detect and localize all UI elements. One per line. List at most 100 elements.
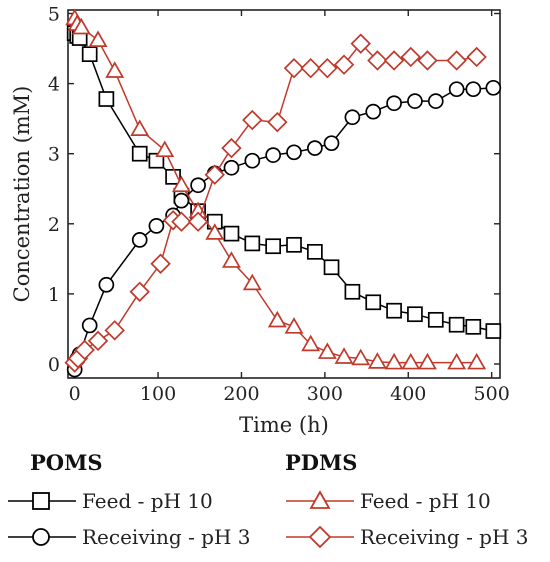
data-point-square — [244, 235, 261, 252]
data-point-circle — [286, 144, 302, 161]
x-axis-label: Time (h) — [239, 413, 329, 437]
data-point-square — [448, 316, 465, 333]
data-point-triangle — [105, 61, 125, 78]
legend-label-pdms-receiving: Receiving - pH 3 — [360, 525, 529, 549]
data-point-triangle — [384, 352, 404, 370]
data-point-diamond — [74, 339, 95, 361]
data-point-diamond — [300, 57, 321, 79]
data-point-circle — [223, 159, 240, 176]
data-point-square — [223, 225, 240, 242]
data-point-circle — [148, 218, 165, 234]
legend-swatch-circle-icon — [8, 528, 76, 546]
data-point-square — [485, 323, 502, 339]
data-point-triangle — [417, 352, 437, 370]
data-point-square — [265, 238, 282, 255]
data-point-triangle — [467, 352, 487, 370]
data-point-circle — [407, 93, 423, 109]
data-point-triangle — [447, 352, 467, 370]
plot-frame — [67, 9, 501, 379]
data-point-diamond — [187, 211, 209, 232]
data-point-triangle — [130, 119, 150, 137]
series-pdms-feed — [65, 8, 487, 370]
data-point-diamond — [283, 57, 305, 79]
data-point-circle — [173, 192, 190, 209]
data-point-square — [427, 311, 444, 328]
data-point-circle — [81, 317, 98, 334]
data-point-circle — [465, 81, 482, 98]
data-point-circle — [131, 232, 148, 248]
data-point-diamond — [129, 281, 150, 302]
data-point-circle — [265, 147, 282, 163]
data-point-circle — [307, 140, 323, 156]
data-point-circle — [448, 81, 465, 98]
data-point-diamond — [317, 57, 338, 79]
x-tick-label: 300 — [307, 383, 343, 405]
data-point-diamond — [466, 46, 487, 68]
data-point-square — [386, 302, 402, 319]
data-point-square — [407, 306, 423, 323]
data-point-square — [131, 145, 148, 162]
legend-swatch-square-icon — [8, 492, 76, 510]
data-point-diamond — [446, 50, 467, 71]
x-tick-label: 100 — [140, 383, 176, 405]
legend-item-poms-feed: Feed - pH 10 — [8, 484, 213, 518]
data-point-diamond — [400, 46, 421, 68]
data-point-diamond — [242, 109, 263, 131]
data-point-circle — [344, 109, 361, 126]
series-pdms-receiving — [64, 33, 487, 373]
data-point-square — [465, 318, 482, 335]
data-point-diamond — [367, 50, 388, 71]
x-tick-label: 0 — [69, 383, 81, 405]
legend-item-pdms-receiving: Receiving - pH 3 — [286, 520, 529, 554]
x-tick-label: 400 — [390, 383, 426, 405]
data-point-diamond — [104, 320, 125, 341]
data-point-diamond — [204, 164, 225, 185]
data-point-triangle — [351, 348, 371, 366]
data-point-square — [307, 243, 323, 260]
data-point-diamond — [383, 50, 405, 71]
data-point-diamond — [171, 211, 192, 232]
data-point-triangle — [221, 251, 241, 268]
data-point-diamond — [350, 33, 371, 54]
data-point-triangle — [284, 317, 304, 334]
data-point-diamond — [87, 330, 109, 352]
data-point-circle — [190, 177, 206, 194]
y-tick-label: 5 — [48, 4, 60, 26]
y-tick-label: 2 — [48, 214, 60, 236]
data-point-diamond — [221, 137, 242, 159]
data-point-diamond — [267, 111, 288, 133]
data-point-diamond — [417, 50, 438, 71]
data-point-circle — [485, 79, 502, 96]
axis-ticks: 0 100 200 300 400 500 0 1 2 3 4 5 — [48, 4, 510, 405]
data-point-diamond — [150, 253, 171, 274]
data-point-square — [81, 46, 98, 63]
y-tick-label: 1 — [48, 284, 60, 306]
y-tick-label: 0 — [48, 354, 60, 376]
data-point-triangle — [367, 352, 387, 369]
data-point-triangle — [242, 273, 262, 291]
data-point-circle — [244, 152, 261, 169]
data-point-square — [323, 259, 340, 276]
data-point-triangle — [71, 17, 91, 35]
chart: 0 100 200 300 400 500 0 1 2 3 4 5 Time (h) Concentr… — [10, 4, 510, 437]
data-point-circle — [427, 93, 444, 109]
y-axis-label: Concentration (mM) — [10, 86, 34, 303]
data-point-square — [365, 294, 382, 311]
data-point-triangle — [267, 310, 287, 328]
x-tick-label: 200 — [223, 383, 259, 405]
data-point-diamond — [333, 54, 355, 75]
data-point-triangle — [401, 352, 421, 370]
data-point-square — [98, 91, 115, 107]
legend-swatch-diamond-icon — [286, 525, 354, 549]
data-point-square — [286, 236, 302, 253]
data-point-triangle — [155, 140, 175, 158]
legend-label-poms-feed: Feed - pH 10 — [82, 489, 213, 513]
legend-swatch-triangle-icon — [286, 490, 354, 509]
data-point-circle — [98, 276, 115, 293]
legend-item-pdms-feed: Feed - pH 10 — [286, 484, 491, 518]
data-point-triangle — [334, 347, 354, 364]
legend-label-poms-receiving: Receiving - pH 3 — [82, 525, 251, 549]
data-point-triangle — [88, 30, 108, 47]
data-point-triangle — [301, 334, 321, 352]
legend-group-poms-title: POMS — [30, 450, 103, 475]
